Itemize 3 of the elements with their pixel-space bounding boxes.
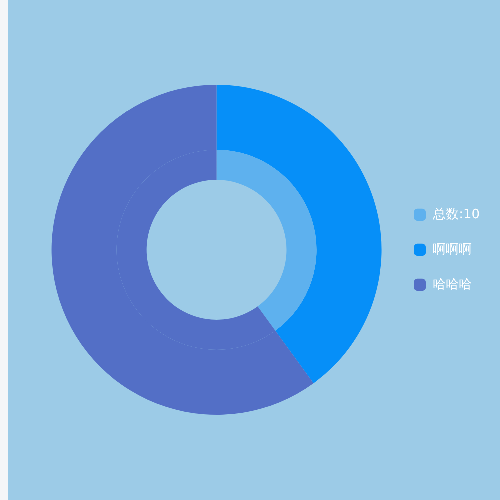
legend-label: 总数:10 [432, 207, 480, 222]
legend-label: 哈哈哈 [433, 277, 472, 292]
legend-label: 啊啊啊 [433, 242, 472, 258]
